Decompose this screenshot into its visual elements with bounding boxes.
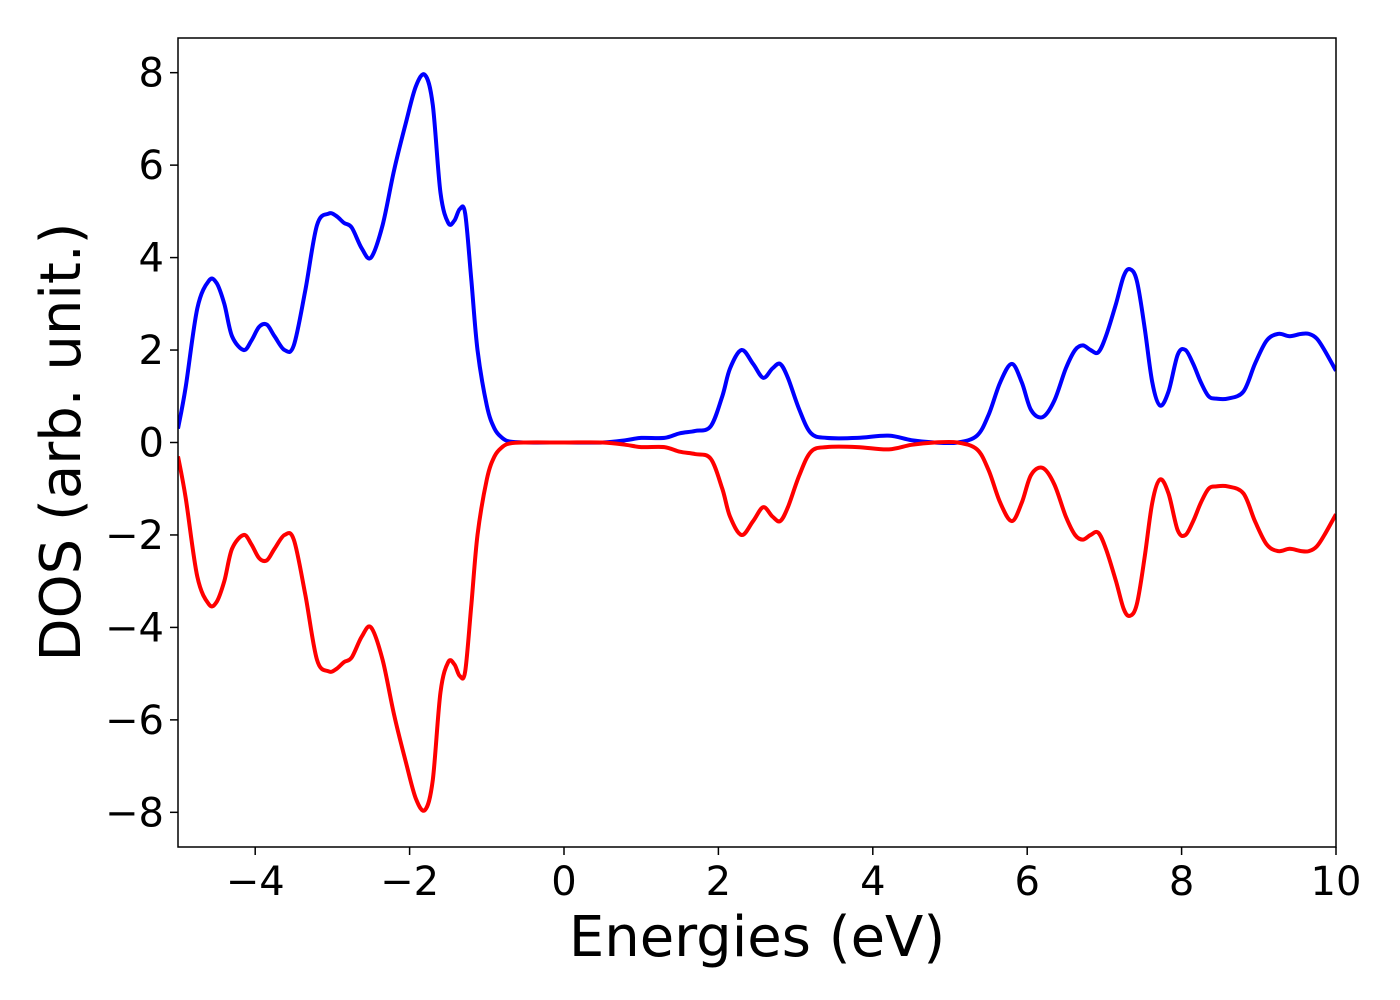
- y-axis-ticks: −8 −6 −4 −2 0 2 4 6 8: [105, 51, 178, 836]
- y-tick-label: 4: [139, 236, 164, 282]
- y-axis-label: DOS (arb. unit.): [29, 222, 94, 661]
- x-tick-label: 4: [860, 859, 885, 905]
- y-tick-label: 6: [139, 143, 164, 189]
- series-line-1: [178, 72, 1336, 446]
- series-line-2: [178, 439, 1336, 813]
- y-tick-label: 2: [139, 328, 164, 374]
- x-tick-label: 2: [706, 859, 731, 905]
- x-tick-label: 10: [1311, 859, 1362, 905]
- y-tick-label: −8: [105, 790, 164, 836]
- y-tick-label: −6: [105, 698, 164, 744]
- y-tick-label: 8: [139, 51, 164, 97]
- x-tick-label: 6: [1014, 859, 1039, 905]
- x-tick-label: −2: [380, 859, 439, 905]
- x-tick-label: 0: [551, 859, 576, 905]
- y-tick-label: −2: [105, 513, 164, 559]
- x-tick-label: 8: [1169, 859, 1194, 905]
- plot-frame: [177, 37, 1337, 848]
- x-axis-ticks: −4 −2 0 2 4 6 8 10: [226, 847, 1362, 905]
- x-axis-label: Energies (eV): [569, 905, 945, 970]
- series-layer: [178, 72, 1336, 813]
- x-tick-label: −4: [226, 859, 285, 905]
- y-tick-label: 0: [139, 421, 164, 467]
- y-tick-label: −4: [105, 605, 164, 651]
